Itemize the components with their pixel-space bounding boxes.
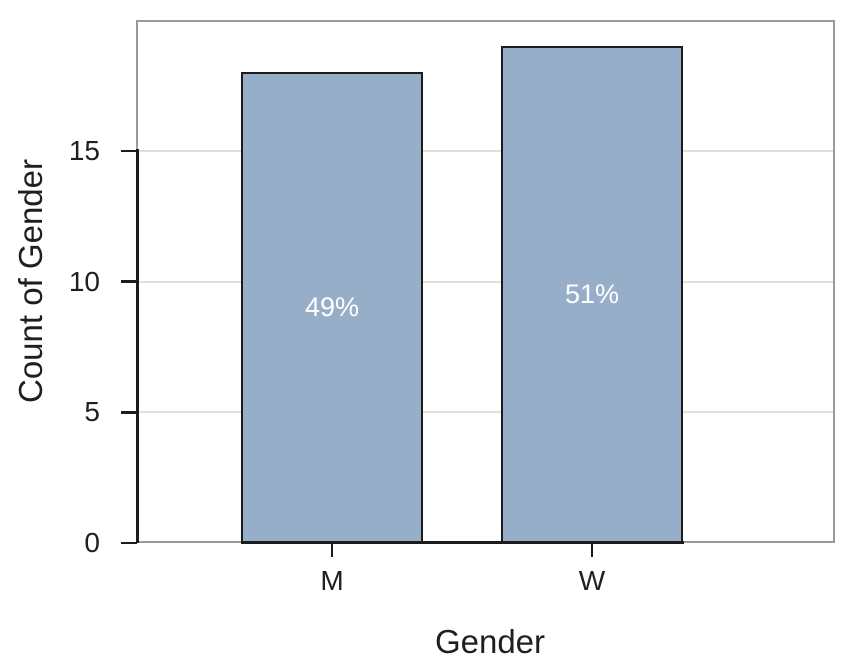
plot-area: 49% 51% [136,20,835,557]
y-tick-mark [121,411,137,414]
x-axis-title: Gender [434,623,546,660]
y-axis-title: Count of Gender [12,159,49,403]
bar-m: 49% [241,72,423,543]
y-tick-label: 10 [68,265,100,297]
y-tick-label: 0 [84,527,100,558]
plot-border-top [136,20,835,22]
x-tick-mark [590,541,594,557]
plot-border-left [136,20,138,151]
y-tick-mark [121,280,137,283]
y-tick-label: 15 [68,134,100,166]
x-tick-mark [330,541,334,557]
y-tick-label: 5 [84,396,100,428]
bar-percent-label: 51% [564,279,620,309]
bar-percent-label: 49% [304,292,360,322]
x-axis-spine [241,540,684,544]
y-tick-mark [121,541,137,545]
x-tick-label-w: W [578,565,606,596]
y-gridline [138,411,833,414]
bar-w: 51% [501,46,683,543]
y-gridline [138,149,833,152]
y-gridline [138,280,833,283]
x-tick-label-m: M [320,565,344,596]
plot-border-right [833,20,835,543]
y-tick-mark [121,149,137,152]
y-axis-spine [136,149,139,543]
